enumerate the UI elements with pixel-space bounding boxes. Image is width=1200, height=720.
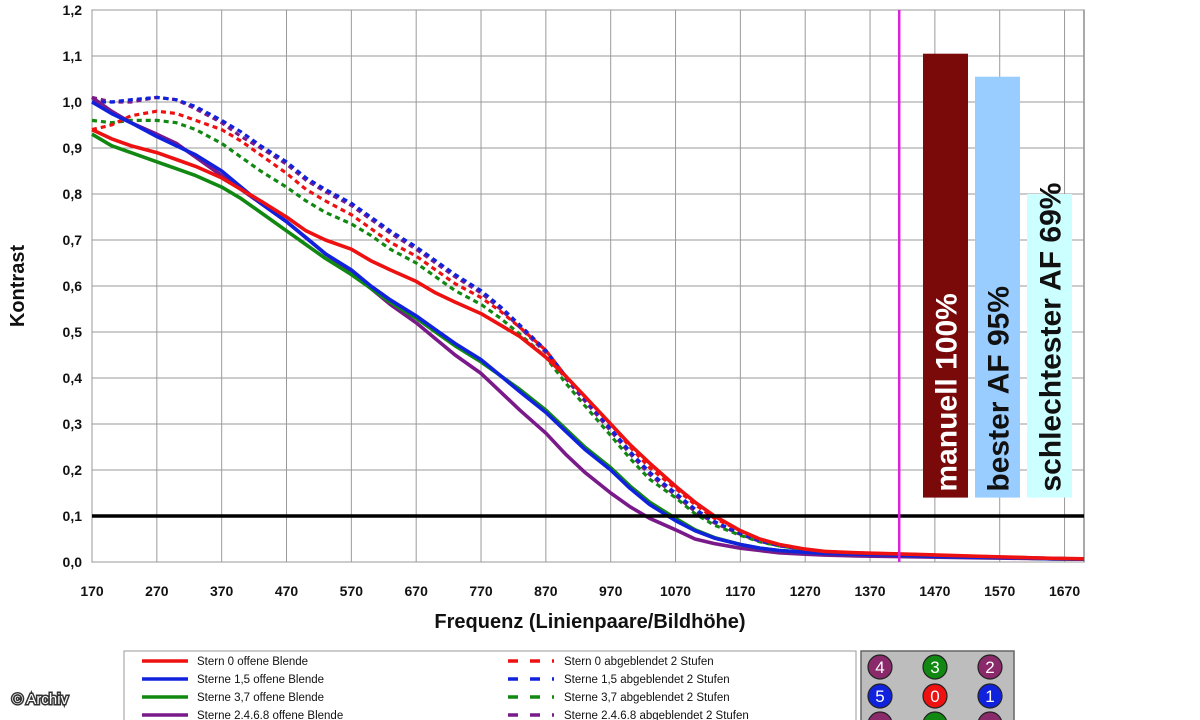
y-tick-label: 0,8 bbox=[63, 186, 83, 202]
star-marker bbox=[867, 683, 893, 709]
reference-lines bbox=[92, 10, 1084, 562]
legend-box bbox=[123, 650, 857, 720]
bars: manuell 100% bester AF 95% schlechtester A… bbox=[923, 53, 1072, 498]
bar bbox=[975, 76, 1020, 498]
x-tick-label: 670 bbox=[405, 583, 429, 599]
bar bbox=[923, 53, 968, 498]
y-tick-label: 1,1 bbox=[63, 48, 83, 64]
star-number: 0 bbox=[930, 687, 939, 706]
y-tick-label: 1,2 bbox=[63, 2, 83, 18]
x-tick-label: 870 bbox=[534, 583, 558, 599]
y-tick-label: 1,0 bbox=[63, 94, 83, 110]
y-tick-labels: 0,0 0,1 0,2 0,3 0,4 0,5 0,6 0,7 0,8 0,9 1,0 1,1 1,2 bbox=[63, 2, 83, 570]
bar bbox=[1027, 194, 1072, 498]
series-line bbox=[91, 127, 1085, 561]
x-tick-label: 1570 bbox=[984, 583, 1015, 599]
y-tick-label: 0,1 bbox=[63, 508, 83, 524]
y-tick-label: 0,9 bbox=[63, 140, 83, 156]
bar-label: manuell 100% bbox=[931, 293, 964, 491]
star-number: 1 bbox=[985, 687, 994, 706]
y-tick-label: 0,3 bbox=[63, 416, 83, 432]
y-tick-label: 0,2 bbox=[63, 462, 83, 478]
star-marker bbox=[922, 654, 948, 680]
y-tick-label: 0,4 bbox=[63, 370, 83, 386]
star-marker bbox=[977, 654, 1003, 680]
x-tick-label: 270 bbox=[145, 583, 169, 599]
y-tick-label: 0,5 bbox=[63, 324, 83, 340]
x-tick-label: 1170 bbox=[725, 583, 756, 599]
x-tick-label: 1370 bbox=[854, 583, 885, 599]
star-marker bbox=[922, 683, 948, 709]
legend-label: Sterne 3,7 abgeblendet 2 Stufen bbox=[564, 692, 730, 704]
x-tick-label: 1070 bbox=[660, 583, 691, 599]
y-tick-label: 0,7 bbox=[63, 232, 83, 248]
bar-label: schlechtester AF 69% bbox=[1035, 183, 1068, 492]
x-tick-label: 1670 bbox=[1049, 583, 1080, 599]
star-marker bbox=[868, 711, 892, 720]
legend-label: Sterne 1,5 offene Blende bbox=[197, 674, 324, 686]
star-marker bbox=[923, 711, 947, 720]
y-axis-title: Kontrast bbox=[7, 245, 29, 328]
legend-label: Sterne 2.4.6.8 offene Blende bbox=[197, 710, 343, 720]
copyright-text: © Archiv bbox=[12, 691, 69, 708]
x-tick-label: 1470 bbox=[919, 583, 950, 599]
x-tick-labels: 170 270 370 470 570 670 770 870 970 1070 1170 1270 1… bbox=[80, 583, 1080, 599]
x-tick-label: 970 bbox=[599, 583, 623, 599]
legend-label: Sterne 2.4.6.8 abgeblendet 2 Stufen bbox=[564, 710, 749, 720]
star-number: 3 bbox=[930, 658, 939, 677]
legend-label: Stern 0 abgeblendet 2 Stufen bbox=[564, 656, 714, 668]
star-diagram: 4 3 2 5 0 1 bbox=[860, 650, 1015, 720]
star-number: 4 bbox=[875, 658, 884, 677]
star-number: 2 bbox=[985, 658, 994, 677]
y-tick-label: 0,0 bbox=[63, 554, 83, 570]
star-marker bbox=[978, 711, 1002, 720]
x-axis-title: Frequenz (Linienpaare/Bildhöhe) bbox=[434, 611, 745, 633]
y-tick-label: 0,6 bbox=[63, 278, 83, 294]
x-tick-label: 1270 bbox=[790, 583, 821, 599]
star-number: 5 bbox=[875, 687, 884, 706]
x-tick-label: 370 bbox=[210, 583, 234, 599]
legend-label: Sterne 3,7 offene Blende bbox=[197, 692, 324, 704]
x-tick-label: 170 bbox=[80, 583, 104, 599]
legend-label: Sterne 1,5 abgeblendet 2 Stufen bbox=[564, 674, 730, 686]
x-tick-label: 570 bbox=[340, 583, 364, 599]
x-tick-label: 470 bbox=[275, 583, 299, 599]
x-tick-label: 770 bbox=[469, 583, 493, 599]
legend-label: Stern 0 offene Blende bbox=[197, 656, 308, 668]
series-lines bbox=[90, 95, 1085, 561]
legend: Stern 0 offene Blende Sterne 1,5 offene B… bbox=[142, 656, 749, 720]
star-marker bbox=[867, 654, 893, 680]
star-marker bbox=[977, 683, 1003, 709]
bar-label: bester AF 95% bbox=[983, 286, 1016, 492]
